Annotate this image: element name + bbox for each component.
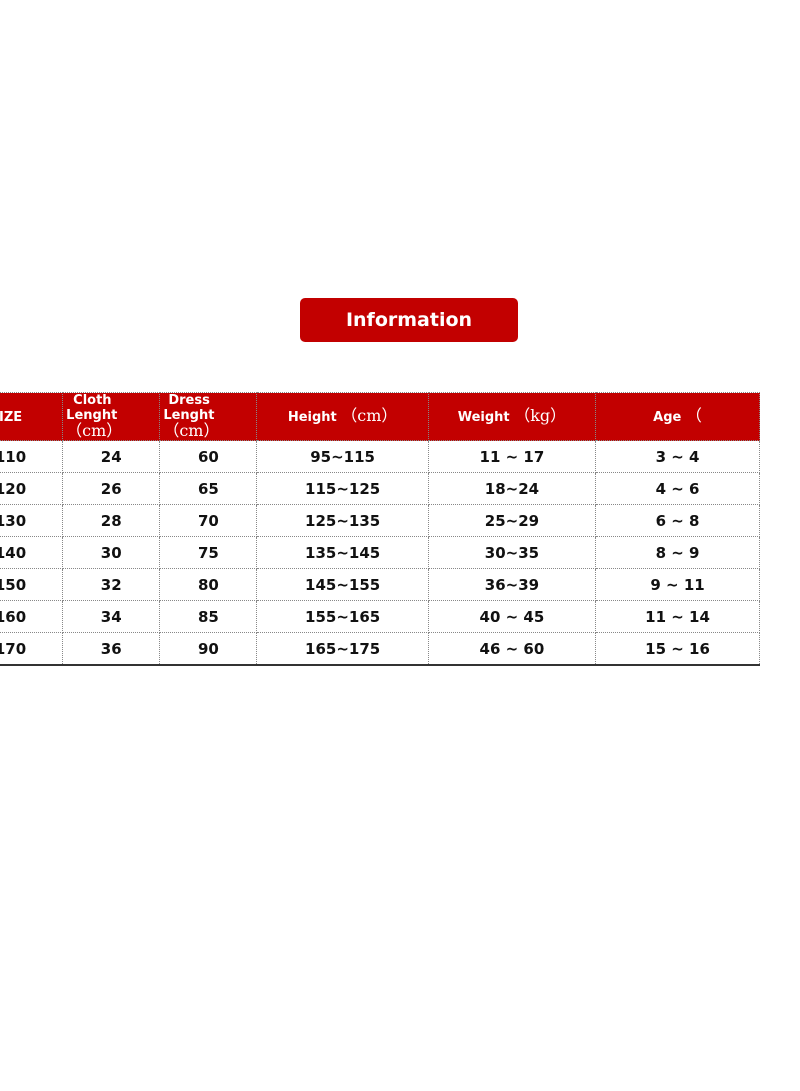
title-text: Information bbox=[345, 309, 473, 331]
table-cell: 150 bbox=[0, 568, 64, 601]
table-cell: 36~39 bbox=[427, 568, 597, 601]
header-unit: （cm） bbox=[341, 406, 398, 425]
header-line2: Lenght bbox=[66, 408, 118, 423]
header-unit: （cm） bbox=[66, 421, 123, 440]
table-cell: 36 bbox=[62, 632, 161, 666]
header-label: Weight bbox=[457, 410, 510, 425]
table-cell: 75 bbox=[159, 536, 258, 569]
table-cell: 120 bbox=[0, 472, 64, 505]
table-cell: 70 bbox=[159, 504, 258, 537]
header-line1: Cloth bbox=[73, 393, 112, 408]
column-header: Weight （kg） bbox=[427, 392, 597, 441]
table-cell: 145~155 bbox=[256, 568, 429, 601]
table-cell: 110 bbox=[0, 440, 64, 473]
table-cell: 130 bbox=[0, 504, 64, 537]
table-cell: 170 bbox=[0, 632, 64, 666]
header-label: Age bbox=[653, 410, 682, 425]
table-row: 160 34 85 155~165 40 ~ 45 11 ~ 14 bbox=[0, 600, 760, 633]
table-cell: 26 bbox=[62, 472, 161, 505]
table-cell: 115~125 bbox=[256, 472, 429, 505]
table-cell: 135~145 bbox=[256, 536, 429, 569]
table-cell: 9 ~ 11 bbox=[595, 568, 760, 601]
table-cell: 155~165 bbox=[256, 600, 429, 633]
information-title-banner: Information bbox=[300, 298, 518, 342]
table-cell: 60 bbox=[159, 440, 258, 473]
table-cell: 34 bbox=[62, 600, 161, 633]
table-cell: 85 bbox=[159, 600, 258, 633]
header-line1: Dress bbox=[168, 393, 210, 408]
table-cell: 125~135 bbox=[256, 504, 429, 537]
header-row: SIZE ClothLenght（cm）DressLenght（cm）Heigh… bbox=[0, 392, 760, 441]
table-cell: 25~29 bbox=[427, 504, 597, 537]
table-cell: 30~35 bbox=[427, 536, 597, 569]
table-row: 170 36 90 165~175 46 ~ 60 15 ~ 16 bbox=[0, 632, 760, 666]
column-header: Height （cm） bbox=[256, 392, 429, 441]
column-header: SIZE bbox=[0, 392, 64, 441]
table-cell: 30 bbox=[62, 536, 161, 569]
table-cell: 140 bbox=[0, 536, 64, 569]
table-cell: 46 ~ 60 bbox=[427, 632, 597, 666]
header-label: Height bbox=[287, 410, 337, 425]
table-cell: 95~115 bbox=[256, 440, 429, 473]
column-header: Cloth Lenght（cm） bbox=[62, 392, 161, 441]
table-cell: 24 bbox=[62, 440, 161, 473]
column-header: Age （ bbox=[595, 392, 760, 441]
table-cell: 15 ~ 16 bbox=[595, 632, 760, 666]
table-row: 130 28 70 125~135 25~29 6 ~ 8 bbox=[0, 504, 760, 537]
table-cell: 3 ~ 4 bbox=[595, 440, 760, 473]
column-header: Dress Lenght（cm） bbox=[159, 392, 258, 441]
table-row: 120 26 65 115~125 18~24 4 ~ 6 bbox=[0, 472, 760, 505]
table-cell: 160 bbox=[0, 600, 64, 633]
header-label: SIZE bbox=[0, 410, 23, 425]
table-cell: 6 ~ 8 bbox=[595, 504, 760, 537]
table-cell: 4 ~ 6 bbox=[595, 472, 760, 505]
table-cell: 11 ~ 14 bbox=[595, 600, 760, 633]
table-cell: 8 ~ 9 bbox=[595, 536, 760, 569]
table-cell: 90 bbox=[159, 632, 258, 666]
header-line2: Lenght bbox=[163, 408, 215, 423]
header-unit: （cm） bbox=[163, 421, 220, 440]
table-row: 150 32 80 145~155 36~39 9 ~ 11 bbox=[0, 568, 760, 601]
table-cell: 40 ~ 45 bbox=[427, 600, 597, 633]
table-row: 110 24 60 95~115 11 ~ 17 3 ~ 4 bbox=[0, 440, 760, 473]
header-unit: （ bbox=[685, 406, 702, 425]
table-cell: 65 bbox=[159, 472, 258, 505]
table-cell: 28 bbox=[62, 504, 161, 537]
table-cell: 18~24 bbox=[427, 472, 597, 505]
table-cell: 11 ~ 17 bbox=[427, 440, 597, 473]
table-cell: 165~175 bbox=[256, 632, 429, 666]
table-cell: 80 bbox=[159, 568, 258, 601]
size-chart-table: SIZE ClothLenght（cm）DressLenght（cm）Heigh… bbox=[0, 392, 760, 666]
header-unit: （kg） bbox=[514, 406, 567, 425]
table-row: 140 30 75 135~145 30~35 8 ~ 9 bbox=[0, 536, 760, 569]
table-cell: 32 bbox=[62, 568, 161, 601]
